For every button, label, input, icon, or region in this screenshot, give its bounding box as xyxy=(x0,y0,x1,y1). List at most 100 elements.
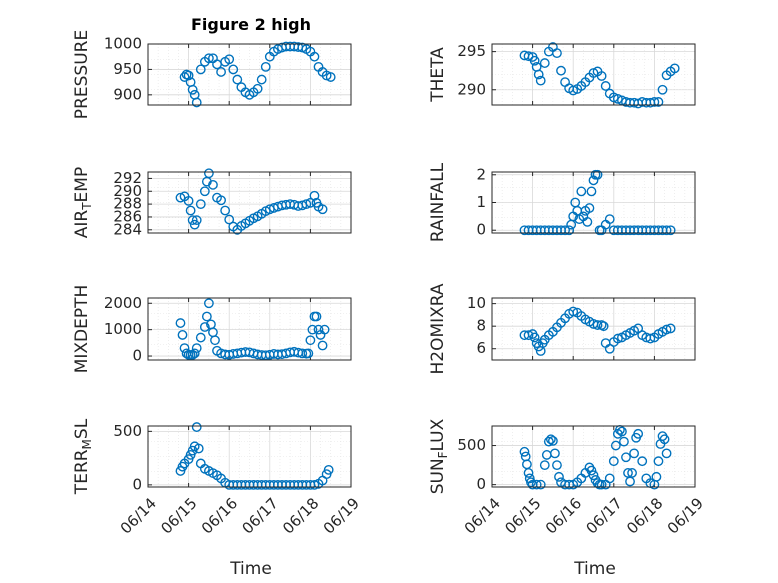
y-tick-label: 286 xyxy=(113,207,142,225)
data-point xyxy=(665,225,676,236)
data-point xyxy=(224,214,235,225)
y-tick-label: 290 xyxy=(457,80,486,98)
data-point xyxy=(317,340,328,351)
data-point xyxy=(649,97,660,107)
data-point xyxy=(550,448,560,459)
data-point xyxy=(175,192,186,203)
data-point xyxy=(612,333,623,344)
data-point xyxy=(545,434,556,445)
data-point xyxy=(539,58,550,68)
data-point xyxy=(584,203,595,213)
x-axis-label-right: Time xyxy=(573,559,616,579)
data-point xyxy=(627,468,637,478)
data-point xyxy=(645,333,656,344)
data-point xyxy=(260,61,271,72)
data-point xyxy=(311,311,322,322)
y-tick-label: 10 xyxy=(467,294,486,312)
y-tick-label: 8 xyxy=(476,317,486,335)
axes-box xyxy=(491,297,696,361)
y-tick-label: 0 xyxy=(132,475,142,493)
x-tick-label: 06/18 xyxy=(279,494,322,537)
y-tick-label: 6 xyxy=(476,339,486,357)
data-point xyxy=(596,71,607,81)
data-point xyxy=(669,63,680,74)
data-point xyxy=(191,215,202,226)
data-point xyxy=(552,48,562,59)
axes-box xyxy=(147,43,352,106)
y-tick-label: 2000 xyxy=(104,294,142,312)
y-axis-label-terr-msl: TERRMSL xyxy=(72,418,94,495)
data-point xyxy=(203,53,214,64)
data-point xyxy=(556,65,566,76)
y-axis-label-h2omixra: H2OMIXRA xyxy=(428,283,448,374)
y-tick-label: 292 xyxy=(113,169,142,187)
x-tick-label: 06/16 xyxy=(542,494,585,537)
data-point xyxy=(524,473,535,484)
data-point xyxy=(582,217,593,227)
data-point xyxy=(210,335,220,346)
data-point xyxy=(317,204,328,215)
data-point xyxy=(533,69,544,80)
data-point xyxy=(187,84,198,95)
data-point xyxy=(216,195,226,206)
data-point xyxy=(661,324,672,335)
data-point xyxy=(303,348,314,359)
y-axis-label-air-temp: AIRTEMP xyxy=(72,167,94,238)
axes-box xyxy=(147,171,352,234)
x-tick-label: 06/14 xyxy=(461,494,504,537)
data-point xyxy=(653,456,664,467)
data-point xyxy=(307,324,318,335)
axes-box xyxy=(147,425,352,488)
data-point xyxy=(224,54,235,65)
data-point xyxy=(203,168,214,179)
data-point xyxy=(189,219,200,230)
y-tick-label: 284 xyxy=(113,220,142,238)
data-point xyxy=(191,343,202,354)
data-point xyxy=(183,70,194,81)
data-point xyxy=(596,479,607,490)
y-axis-label-sun-flux: SUNFLUX xyxy=(428,418,450,494)
data-point xyxy=(531,479,542,490)
data-point xyxy=(193,443,204,454)
data-point xyxy=(604,214,615,225)
data-point xyxy=(600,81,611,91)
data-point xyxy=(592,320,603,330)
data-point xyxy=(177,330,188,340)
data-point xyxy=(309,51,320,62)
data-point xyxy=(232,74,243,85)
y-tick-label: 288 xyxy=(113,195,142,213)
x-tick-label: 06/14 xyxy=(117,494,160,537)
x-tick-label: 06/19 xyxy=(320,494,363,537)
data-point xyxy=(301,199,312,210)
data-point xyxy=(199,186,210,197)
data-point xyxy=(305,197,316,208)
data-point xyxy=(568,306,579,317)
data-point xyxy=(653,97,664,107)
data-point xyxy=(564,225,575,236)
axes-box xyxy=(147,297,352,361)
data-point xyxy=(661,448,672,459)
data-point xyxy=(535,75,546,86)
y-axis-label-rainfall: RAINFALL xyxy=(428,162,448,242)
data-point xyxy=(588,470,599,481)
data-point xyxy=(252,83,263,94)
data-point xyxy=(256,74,267,85)
data-point xyxy=(661,225,672,236)
data-point xyxy=(208,179,218,190)
data-point xyxy=(617,426,627,437)
data-point xyxy=(576,186,587,197)
y-tick-label: 1 xyxy=(476,193,486,211)
y-tick-label: 0 xyxy=(476,221,486,239)
data-point xyxy=(560,225,570,236)
data-point xyxy=(586,465,597,476)
data-point xyxy=(543,436,554,447)
subplot-pressure: 900 950 1000 PRESSURE xyxy=(72,30,352,119)
y-tick-label: 1000 xyxy=(104,320,142,338)
data-point xyxy=(195,64,206,75)
data-point xyxy=(621,452,631,463)
data-point xyxy=(189,348,200,359)
data-point xyxy=(228,64,239,75)
